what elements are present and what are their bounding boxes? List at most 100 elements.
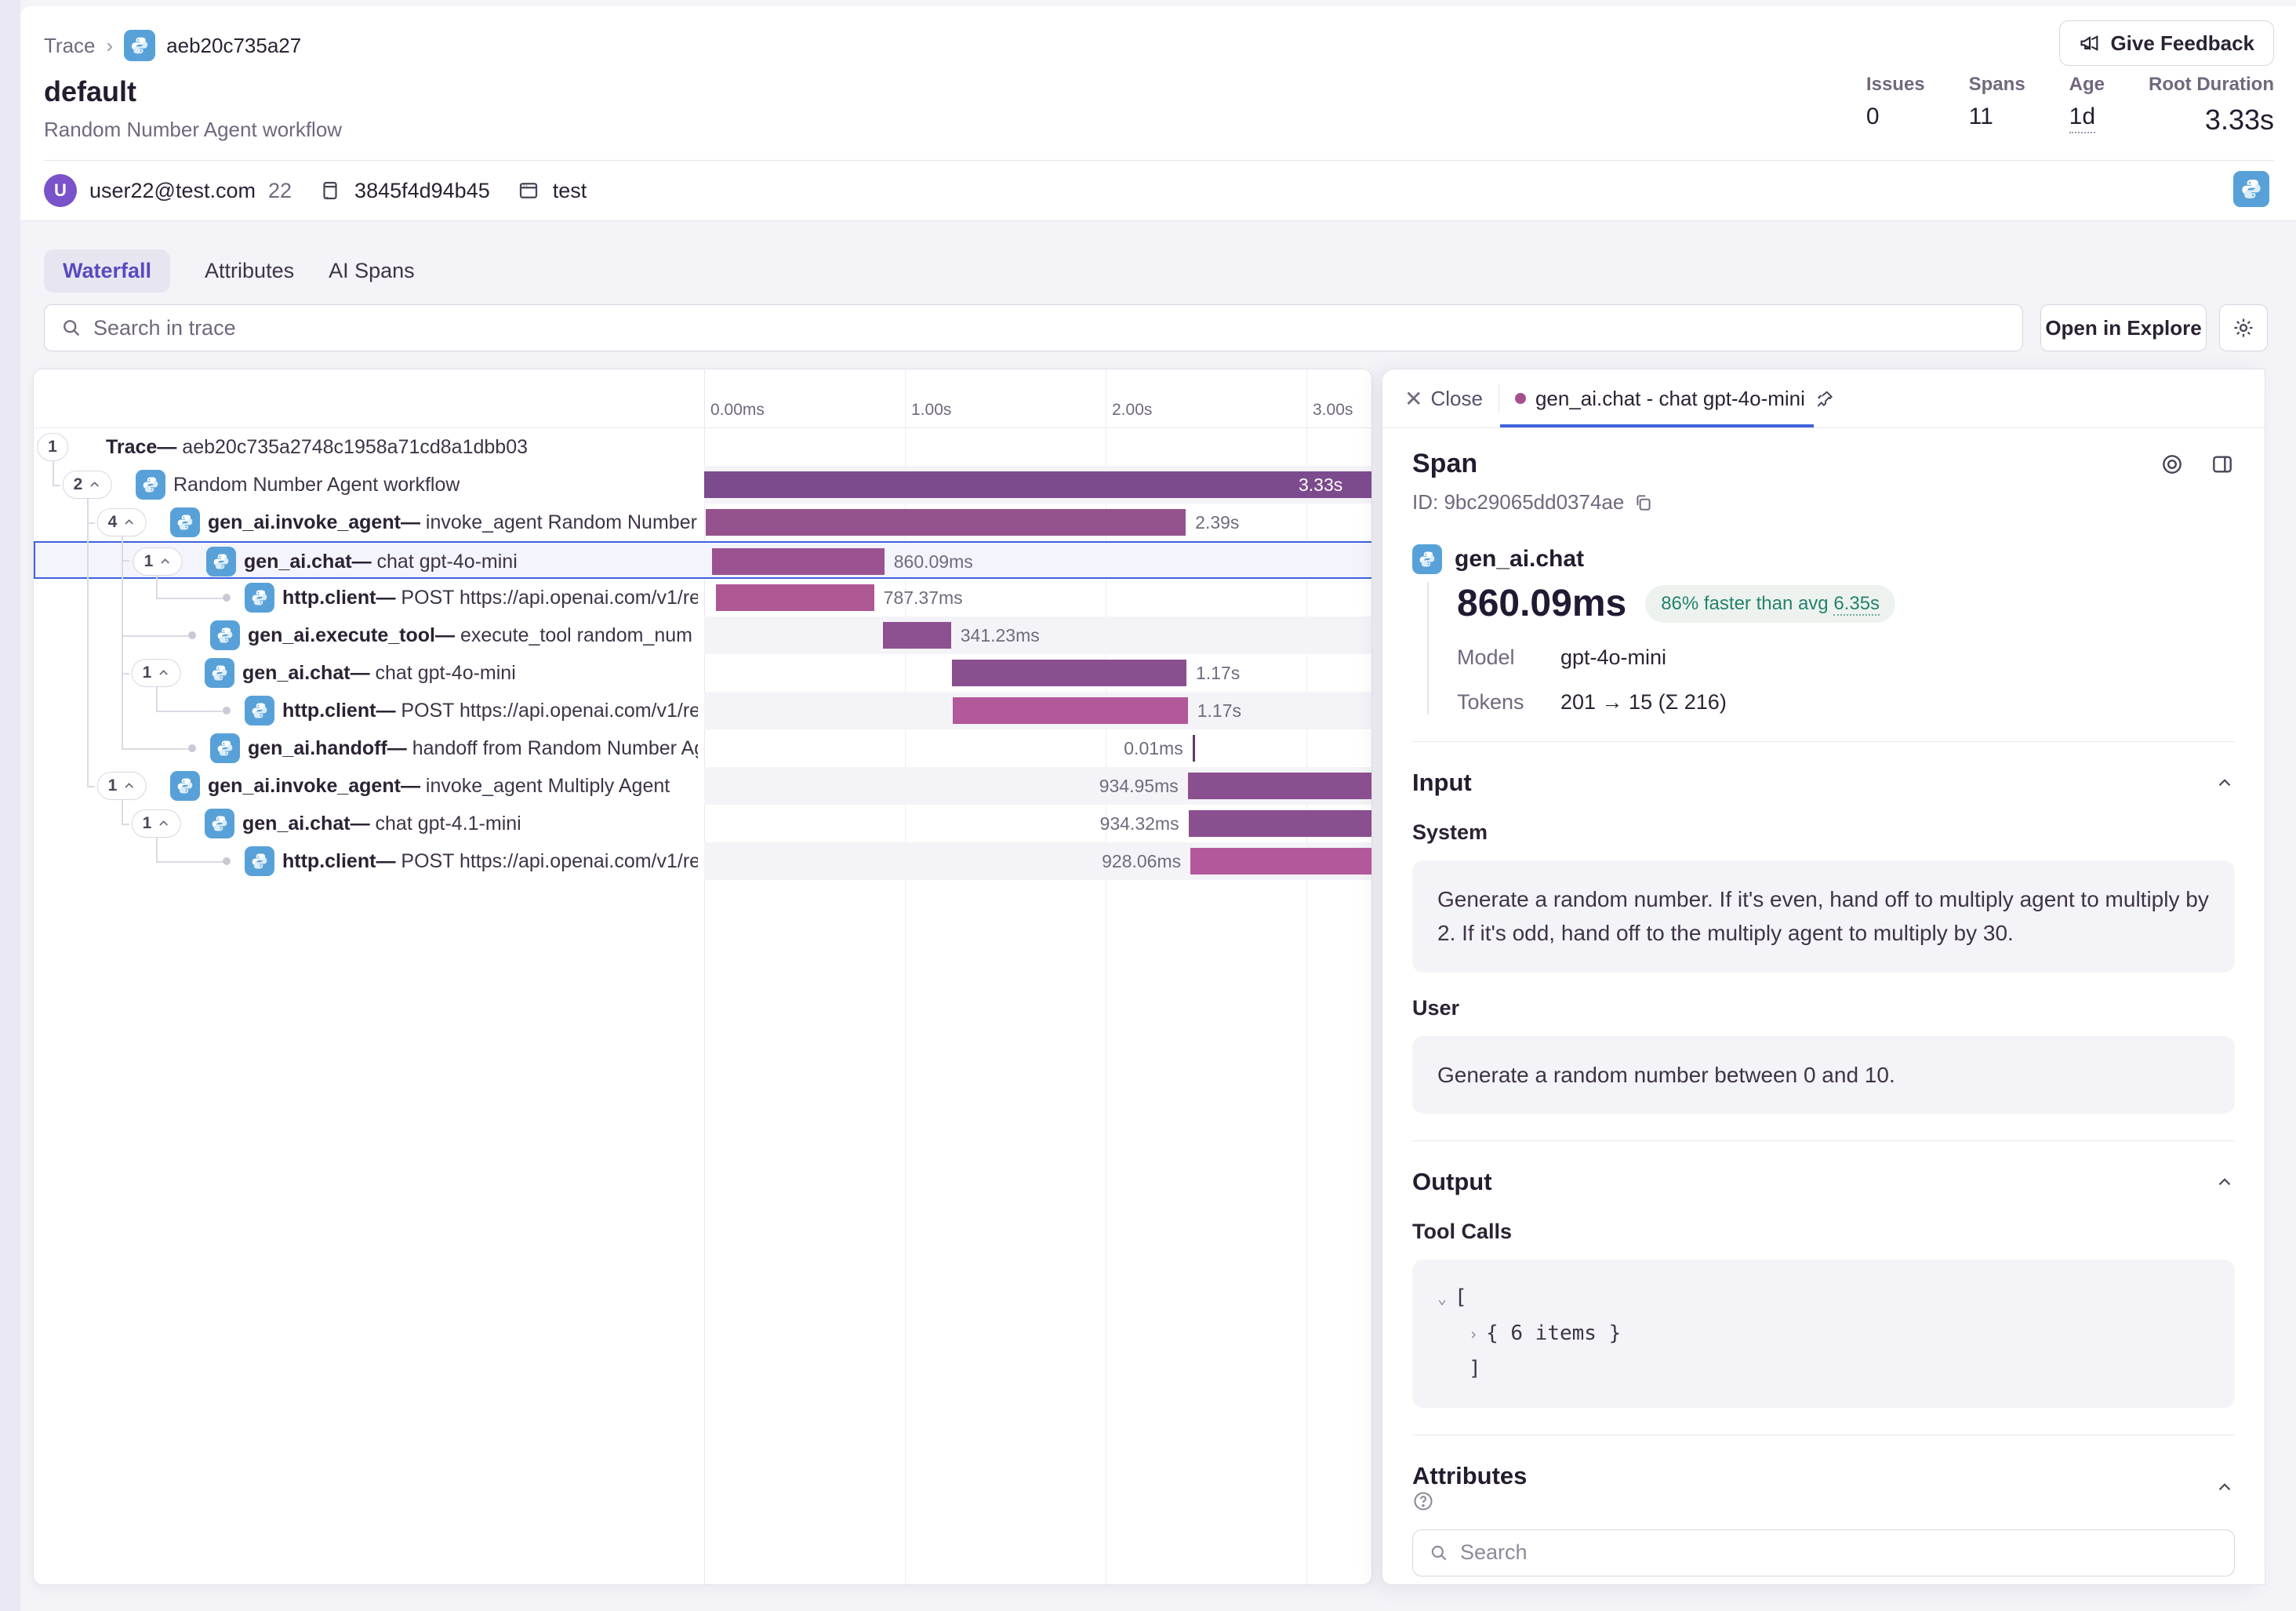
span-count-chip[interactable]: 1: [37, 433, 68, 461]
tree-connector-line: [122, 748, 188, 750]
environment-icon: [517, 179, 540, 202]
help-question-icon[interactable]: [1412, 1490, 1527, 1512]
tree-connector-line: [87, 522, 95, 524]
span-bar[interactable]: [1188, 810, 1371, 837]
span-duration-label: 1.17s: [1196, 662, 1241, 683]
drawer-tab-gen-ai-chat[interactable]: gen_ai.chat - chat gpt-4o-mini: [1514, 387, 1835, 411]
trace-tree-row[interactable]: 1 gen_ai.chat — chat gpt-4.1-mini 934.32ms: [34, 805, 1371, 842]
span-bar[interactable]: [711, 548, 885, 575]
side-panel-icon[interactable]: [2210, 452, 2235, 477]
span-bar[interactable]: [882, 622, 951, 649]
python-sdk-icon: [2233, 171, 2269, 207]
gridline-3s: [1306, 369, 1307, 1584]
trace-tree-row[interactable]: 2 Random Number Agent workflow 3.33s: [34, 466, 1371, 504]
span-bar[interactable]: [1192, 735, 1195, 762]
span-bar[interactable]: [951, 660, 1186, 686]
pin-icon[interactable]: [1815, 388, 1835, 409]
search-in-trace-input[interactable]: Search in trace: [44, 304, 2023, 351]
copy-icon[interactable]: [1633, 493, 1654, 513]
span-count-chip[interactable]: 2: [62, 471, 112, 499]
focus-target-icon[interactable]: [2160, 452, 2185, 477]
trace-tree-row[interactable]: http.client — POST https://api.openai.co…: [34, 842, 1371, 880]
span-bar[interactable]: [705, 509, 1186, 536]
json-open-row[interactable]: ⌄[: [1437, 1286, 1467, 1310]
span-count-chip[interactable]: 1: [131, 809, 181, 838]
tree-connector-line: [156, 861, 223, 863]
trace-tree-row[interactable]: 1 gen_ai.chat — chat gpt-4o-mini 860.09ms: [34, 541, 1371, 579]
python-span-icon: [136, 470, 165, 500]
python-span-icon: [170, 771, 200, 801]
span-duration-label: 860.09ms: [893, 551, 973, 572]
span-label: gen_ai.chat — chat gpt-4o-mini: [244, 550, 518, 573]
collapse-attributes-icon[interactable]: [2214, 1477, 2235, 1497]
stat-root-duration: Root Duration 3.33s: [2149, 74, 2274, 136]
tab-attributes[interactable]: Attributes: [205, 259, 295, 282]
open-in-explore-button[interactable]: Open in Explore: [2040, 304, 2207, 351]
page-subtitle: Random Number Agent workflow: [44, 118, 343, 141]
settings-gear-button[interactable]: [2219, 304, 2268, 351]
span-count-chip[interactable]: 1: [131, 659, 181, 687]
span-duration-label: 1.17s: [1197, 700, 1241, 721]
tree-connector-line: [122, 799, 123, 824]
collapse-output-icon[interactable]: [2214, 1172, 2235, 1192]
chevron-right-icon: ›: [1469, 1324, 1479, 1344]
span-duration-label: 3.33s: [1299, 474, 1343, 495]
trace-tree-row[interactable]: gen_ai.execute_tool — execute_tool rando…: [34, 616, 1371, 654]
python-span-icon: [170, 507, 200, 537]
give-feedback-button[interactable]: Give Feedback: [2059, 20, 2274, 66]
collapse-input-icon[interactable]: [2214, 773, 2235, 793]
span-bar[interactable]: [1190, 848, 1371, 875]
span-bar[interactable]: [716, 584, 874, 611]
span-count-chip[interactable]: 1: [133, 547, 183, 576]
output-heading: Output: [1412, 1168, 1492, 1196]
tree-connector-line: [53, 485, 60, 486]
attributes-search-input[interactable]: Search: [1412, 1529, 2235, 1576]
tree-connector-line: [53, 460, 54, 485]
breadcrumb-trace-id: aeb20c735a27: [166, 33, 302, 57]
breadcrumb: Trace › aeb20c735a27: [44, 30, 301, 61]
breadcrumb-trace-link[interactable]: Trace: [44, 33, 96, 57]
active-tab-underline: [1500, 424, 1814, 427]
trace-meta-row: U user22@test.com 22 3845f4d94b45 test: [44, 174, 587, 207]
close-drawer-button[interactable]: ✕ Close: [1404, 386, 1483, 411]
view-tabs: Waterfall Attributes AI Spans: [44, 249, 415, 293]
json-items-row[interactable]: ›{ 6 items }: [1469, 1321, 1622, 1345]
environment-value[interactable]: test: [552, 178, 587, 202]
trace-tree-row[interactable]: http.client — POST https://api.openai.co…: [34, 692, 1371, 729]
page-header: Trace › aeb20c735a27 default Random Numb…: [20, 6, 2296, 221]
stat-age: Age 1d: [2069, 74, 2105, 136]
span-duration: 860.09ms: [1457, 583, 1627, 624]
span-label: Trace — aeb20c735a2748c1958a71cd8a1dbb03: [106, 435, 529, 458]
gear-icon: [2232, 316, 2255, 340]
user-email[interactable]: user22@test.com: [89, 178, 256, 202]
trace-tree-row[interactable]: 1 gen_ai.invoke_agent — invoke_agent Mult…: [34, 767, 1371, 805]
tab-waterfall[interactable]: Waterfall: [44, 249, 171, 293]
span-duration-label: 934.95ms: [1099, 775, 1179, 796]
trace-tree-row[interactable]: gen_ai.handoff — handoff from Random Num…: [34, 729, 1371, 767]
axis-tick-0: 0.00ms: [710, 401, 765, 419]
tool-calls-label: Tool Calls: [1412, 1220, 1513, 1244]
output-section: Output Tool Calls ⌄[ ›{ 6 items } ]: [1412, 1168, 2235, 1408]
span-bar[interactable]: [704, 471, 1371, 498]
trace-tree-row[interactable]: 1 gen_ai.chat — chat gpt-4o-mini 1.17s: [34, 654, 1371, 692]
user-label: User: [1412, 995, 1460, 1020]
trace-tree-row[interactable]: http.client — POST https://api.openai.co…: [34, 579, 1371, 616]
trace-tree-row[interactable]: 4 gen_ai.invoke_agent — invoke_agent Rand…: [34, 504, 1371, 541]
span-count-chip[interactable]: 4: [96, 508, 147, 536]
tree-connector-line: [156, 837, 158, 861]
release-icon: [318, 179, 342, 202]
release-value[interactable]: 3845f4d94b45: [354, 178, 490, 202]
tree-connector-line: [122, 560, 129, 562]
trace-tree-row[interactable]: 1 Trace — aeb20c735a2748c1958a71cd8a1dbb0…: [34, 428, 1371, 466]
tree-timeline-divider[interactable]: [704, 369, 705, 1584]
span-label: gen_ai.handoff — handoff from Random Num…: [248, 736, 698, 759]
leaf-dot: [223, 857, 231, 865]
tree-connector-line: [156, 573, 158, 598]
span-label: gen_ai.chat — chat gpt-4.1-mini: [242, 812, 521, 835]
span-duration-label: 934.32ms: [1099, 813, 1179, 834]
tab-ai-spans[interactable]: AI Spans: [329, 259, 415, 282]
left-gutter: [0, 0, 20, 1611]
span-bar[interactable]: [953, 697, 1188, 724]
span-bar[interactable]: [1187, 773, 1371, 799]
span-count-chip[interactable]: 1: [96, 772, 147, 800]
